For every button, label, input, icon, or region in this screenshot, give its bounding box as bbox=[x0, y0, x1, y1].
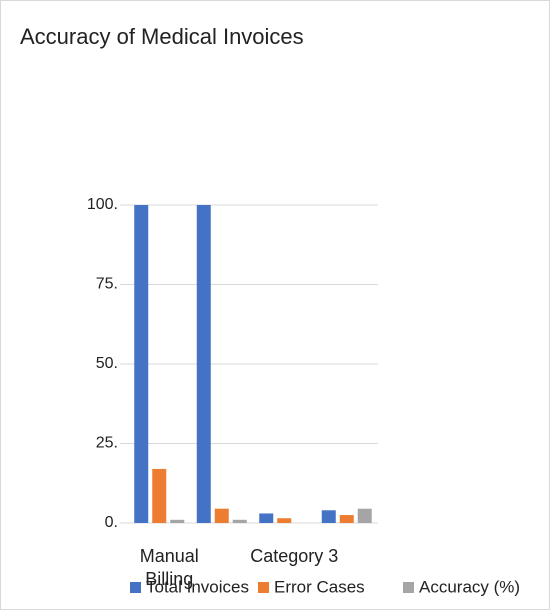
legend-swatch bbox=[258, 582, 269, 593]
legend-swatch bbox=[130, 582, 141, 593]
legend-label: Error Cases bbox=[274, 577, 365, 596]
bar bbox=[259, 513, 274, 523]
legend-swatch bbox=[403, 582, 414, 593]
y-tick-label: 50. bbox=[96, 355, 118, 372]
y-tick-label: 100. bbox=[87, 196, 118, 213]
x-tick-label: Manual Billing bbox=[140, 546, 199, 589]
legend-label: Total Invoices bbox=[146, 577, 249, 596]
bar bbox=[214, 508, 229, 523]
bar bbox=[170, 519, 185, 523]
bar bbox=[232, 519, 247, 523]
bar bbox=[357, 508, 372, 523]
x-tick-label: Category 3 bbox=[250, 546, 338, 566]
y-tick-label: 75. bbox=[96, 276, 118, 293]
y-tick-label: 0. bbox=[105, 514, 118, 531]
bar bbox=[321, 510, 336, 523]
legend-label: Accuracy (%) bbox=[419, 577, 520, 596]
y-tick-label: 25. bbox=[96, 435, 118, 452]
chart-title: Accuracy of Medical Invoices bbox=[20, 24, 304, 49]
bar bbox=[277, 518, 292, 523]
bar bbox=[196, 205, 211, 523]
bar bbox=[339, 515, 354, 523]
bar bbox=[152, 468, 167, 523]
bar bbox=[134, 205, 149, 523]
